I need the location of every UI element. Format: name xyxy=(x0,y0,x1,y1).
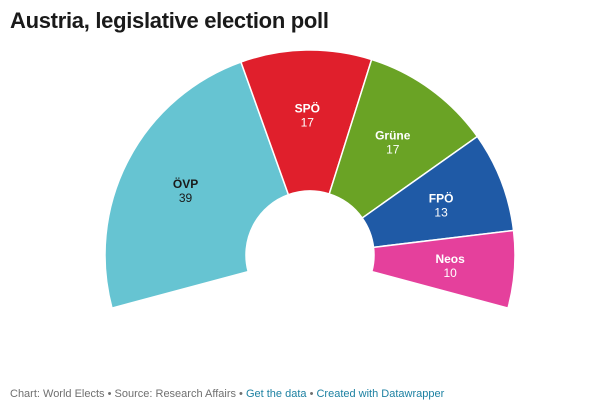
get-data-link[interactable]: Get the data xyxy=(245,388,307,400)
slice-label-övp: ÖVP xyxy=(173,176,198,191)
chart-credit: Chart: World Elects xyxy=(10,388,105,400)
slice-övp[interactable] xyxy=(104,61,290,309)
slice-value-grüne: 17 xyxy=(386,142,400,156)
footer-separator-2: • xyxy=(236,388,246,400)
slice-value-övp: 39 xyxy=(179,191,193,205)
slice-value-fpö: 13 xyxy=(434,205,448,219)
slice-value-neos: 10 xyxy=(443,266,457,280)
slice-label-neos: Neos xyxy=(435,252,465,266)
footer: Chart: World Elects • Source: Research A… xyxy=(10,388,444,400)
chart-title: Austria, legislative election poll xyxy=(10,8,329,33)
slice-label-fpö: FPÖ xyxy=(429,190,454,205)
footer-separator-3: • xyxy=(306,388,317,400)
slice-value-spö: 17 xyxy=(301,116,315,130)
slice-label-grüne: Grüne xyxy=(375,128,411,142)
slice-spö[interactable] xyxy=(239,49,373,196)
slice-neos[interactable] xyxy=(370,229,516,309)
created-with-link[interactable]: Created with Datawrapper xyxy=(316,388,445,400)
slice-label-spö: SPÖ xyxy=(295,101,320,116)
footer-separator-1: • xyxy=(104,388,115,400)
slice-grüne[interactable] xyxy=(328,58,479,220)
source-text: Source: Research Affairs xyxy=(114,388,236,400)
slices-group xyxy=(104,49,516,309)
